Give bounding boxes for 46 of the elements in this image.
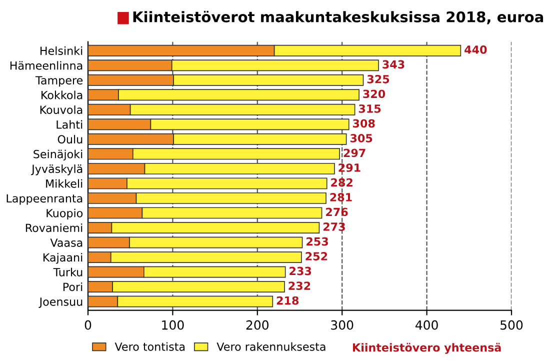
y-tick-label: Oulu [58,134,82,144]
y-tick-label: Kokkola [42,90,82,100]
y-tick-label: Turku [53,268,82,276]
x-tick-label: 400 [415,320,438,330]
y-tick-label: Vaasa [50,238,82,247]
x-tick-label: 200 [246,320,268,330]
y-tick-label: Seinäjoki [34,150,82,160]
y-tick-label: Joensuu [38,298,82,308]
legend-label: Vero tontista [114,342,185,351]
y-tick-label: Kajaani [43,253,82,264]
total-label: 308 [353,119,375,128]
y-tick-label: Lahti [56,120,82,129]
total-label: 343 [382,60,404,69]
y-tick-label: Helsinki [40,46,82,55]
x-tick-label: 0 [84,320,92,330]
total-label: 253 [306,237,328,246]
total-label: 273 [323,222,345,231]
y-tick-label: Mikkeli [46,179,82,188]
y-tick-label: Lappeenranta [6,194,82,205]
legend-label: Vero rakennuksesta [216,342,326,351]
total-label: 320 [363,90,386,98]
y-tick-label: Jyväskylä [31,164,82,176]
total-label: 305 [350,134,372,142]
total-label: 440 [464,45,487,54]
text: Kiinteistövero yhteensä [353,342,501,354]
y-tick-label: Tampere [35,76,83,87]
y-tick-label: Hämeenlinna [10,61,82,70]
total-label: 276 [326,208,348,216]
y-tick-label: Rovaniemi [26,223,82,232]
y-tick-label: Kuopio [46,208,83,220]
x-tick-label: 500 [500,320,523,330]
total-label: 315 [358,104,381,113]
total-label: 252 [306,252,328,260]
x-tick-label: 300 [331,320,354,330]
total-label: 291 [338,163,360,172]
total-label: 297 [344,148,366,158]
y-tick-label: Pori [63,282,82,292]
total-label: 282 [331,178,352,187]
y-tick-label: Kouvola [40,105,82,114]
x-tick-label: 100 [162,320,184,330]
total-label: 325 [367,74,390,84]
total-label: 232 [288,282,310,290]
chart-title: Kiinteistöverot maakuntakeskuksissa 2018, euroa [133,10,544,24]
total-label: 233 [290,266,312,276]
total-label: 218 [276,296,299,305]
total-label: 281 [330,193,352,202]
